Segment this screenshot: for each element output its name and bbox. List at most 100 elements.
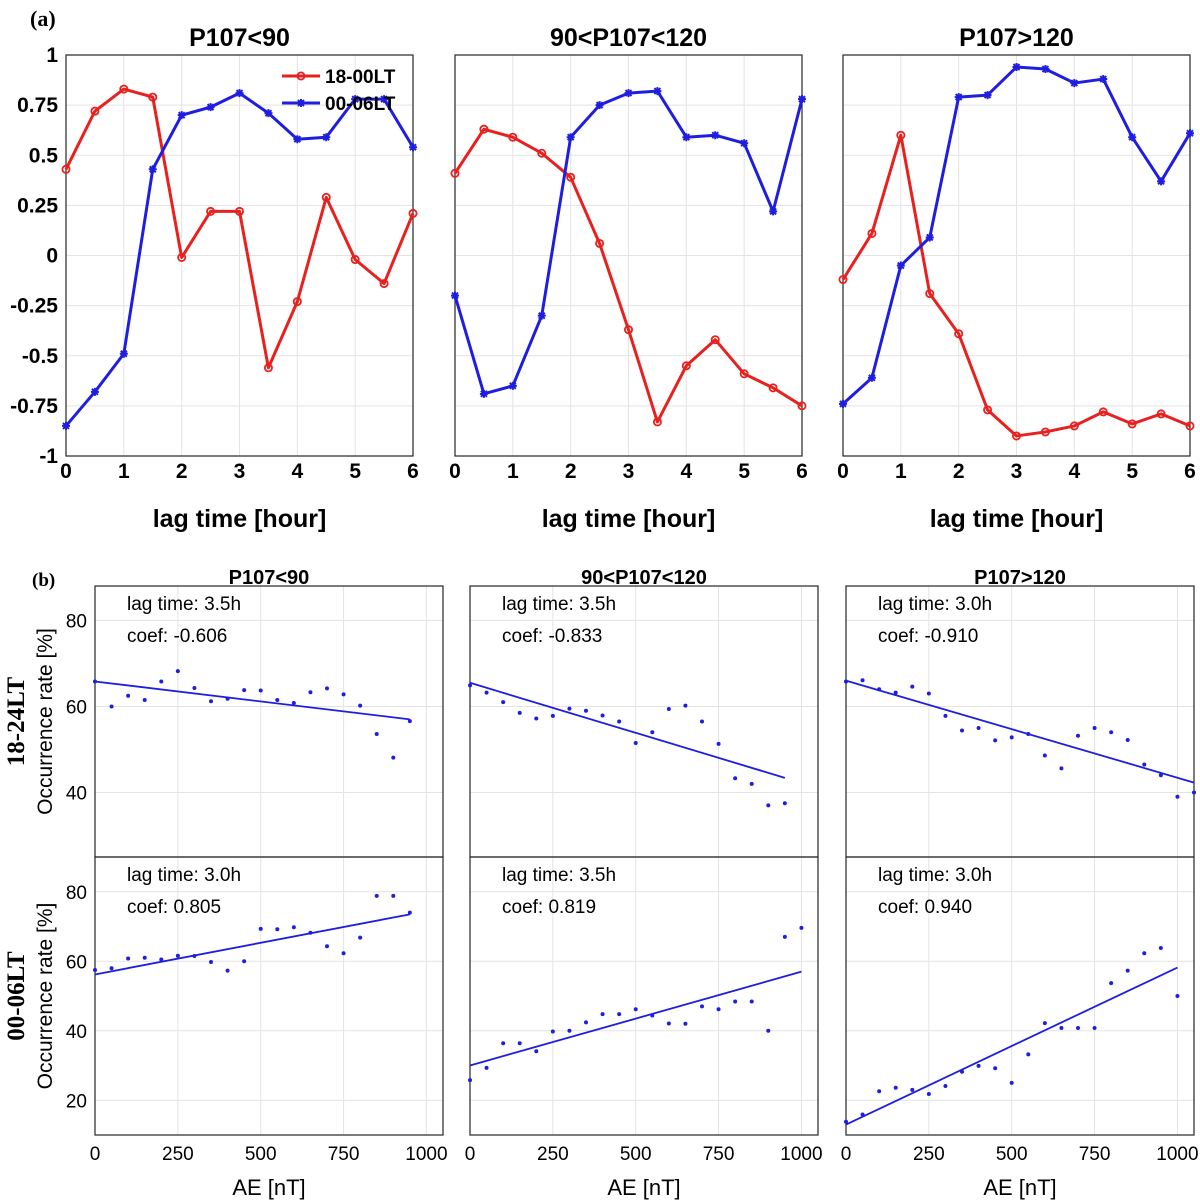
scatter-point	[109, 966, 114, 971]
annotation-coef: coef: 0.805	[127, 897, 221, 918]
x-tick-label: 5	[349, 460, 361, 483]
scatter-point	[142, 955, 147, 960]
data-point-18-00LT	[177, 253, 187, 263]
scatter-point	[1092, 725, 1097, 730]
data-point-00-06LT	[896, 261, 905, 270]
scatter-point	[1042, 753, 1047, 758]
x-tick-label: 1000	[780, 1144, 822, 1165]
x-axis-label: lag time [hour]	[153, 505, 327, 533]
scatter-point	[860, 678, 865, 683]
data-point-18-00LT	[379, 279, 389, 289]
plot-frame	[454, 54, 803, 457]
panel-b-label: (b)	[32, 570, 56, 591]
annotation-lag-time: lag time: 3.0h	[878, 594, 992, 615]
data-point-18-00LT	[321, 192, 331, 202]
y-tick-label: 1	[46, 44, 58, 67]
scatter-point	[782, 934, 787, 939]
y-tick-label: 40	[66, 783, 87, 804]
scatter-point	[1009, 1080, 1014, 1085]
y-tick-label: 80	[66, 611, 87, 632]
chart-title: P107>120	[974, 567, 1066, 589]
scatter-point	[1026, 1052, 1031, 1057]
scatter-point	[1109, 730, 1114, 735]
data-point-18-00LT	[595, 238, 605, 248]
scatter-point	[782, 801, 787, 806]
annotation-lag-time: lag time: 3.5h	[502, 865, 616, 886]
data-point-00-06LT	[351, 95, 360, 104]
x-tick-label: 2	[953, 460, 965, 483]
x-tick-label: 6	[1184, 460, 1196, 483]
x-tick-label: 0	[60, 460, 72, 483]
scatter-point	[749, 999, 754, 1004]
scatter-point	[910, 684, 915, 689]
scatter-point	[1158, 773, 1163, 778]
scatter-point	[308, 930, 313, 935]
scatter-point	[175, 953, 180, 958]
scatter-point	[749, 781, 754, 786]
x-axis-label: lag time [hour]	[930, 505, 1104, 533]
scatter-point	[1009, 735, 1014, 740]
x-tick-label: 4	[291, 460, 303, 483]
scatter-point	[258, 688, 263, 693]
scatter-point	[976, 725, 981, 730]
scatter-point	[683, 703, 688, 708]
scatter-point	[109, 704, 114, 709]
scatter-point	[766, 803, 771, 808]
scatter-point	[126, 956, 131, 961]
x-axis-label: AE [nT]	[232, 1175, 305, 1200]
data-point-18-00LT	[797, 401, 807, 411]
data-point-00-06LT	[711, 131, 720, 140]
data-point-00-06LT	[206, 103, 215, 112]
scatter-chart-4: 20 40 60 80 0 250 500 750 1000 AE [nT] 00-06LT Occu…	[3, 856, 448, 1200]
scatter-point	[600, 1012, 605, 1017]
chart-title: P107<90	[229, 567, 310, 589]
scatter-point	[192, 685, 197, 690]
regression-line	[845, 679, 1195, 784]
scatter-point	[159, 957, 164, 962]
row-label: 00-06LT	[3, 951, 30, 1041]
data-point-18-00LT	[1127, 419, 1137, 429]
scatter-point	[926, 1091, 931, 1096]
y-tick-label: -1	[39, 445, 58, 468]
data-point-18-00LT	[292, 297, 302, 307]
series-line-18-00LT	[453, 127, 803, 424]
x-tick-label: 250	[913, 1144, 945, 1165]
annotation-lag-time: lag time: 3.5h	[502, 594, 616, 615]
annotation-coef: coef: 0.940	[878, 897, 972, 918]
data-point-00-06LT	[769, 207, 778, 216]
annotation-lag-time: lag time: 3.0h	[127, 865, 241, 886]
data-point-00-06LT	[235, 89, 244, 98]
data-point-18-00LT	[710, 335, 720, 345]
scatter-point	[860, 1112, 865, 1117]
x-tick-label: 0	[449, 460, 461, 483]
scatter-point	[733, 776, 738, 781]
data-point-18-00LT	[206, 206, 216, 216]
plot-frame	[65, 54, 414, 457]
y-tick-label: 0.75	[17, 94, 58, 117]
scatter-point	[1192, 790, 1196, 795]
data-point-00-06LT	[1012, 63, 1021, 72]
y-tick-label: 0.5	[29, 144, 59, 167]
data-point-18-00LT	[61, 164, 71, 174]
x-axis-label: AE [nT]	[983, 1175, 1056, 1200]
scatter-point	[484, 690, 489, 695]
scatter-point	[209, 699, 213, 704]
data-point-18-00LT	[1069, 421, 1079, 431]
data-point-18-00LT	[479, 124, 489, 134]
scatter-point	[567, 706, 572, 711]
scatter-point	[468, 1078, 472, 1083]
series-line-18-00LT	[64, 87, 415, 370]
regression-line	[469, 970, 802, 1067]
data-point-00-06LT	[1128, 133, 1137, 142]
y-tick-label: 60	[66, 697, 87, 718]
data-point-18-00LT	[867, 228, 877, 238]
data-point-00-06LT	[682, 133, 691, 142]
scatter-point	[993, 1066, 998, 1071]
plot-frame	[842, 54, 1191, 457]
scatter-point	[926, 691, 931, 696]
x-tick-label: 500	[245, 1144, 277, 1165]
scatter-point	[325, 686, 329, 691]
scatter-point	[374, 731, 379, 736]
data-point-18-00LT	[954, 329, 964, 339]
x-tick-label: 250	[537, 1144, 569, 1165]
